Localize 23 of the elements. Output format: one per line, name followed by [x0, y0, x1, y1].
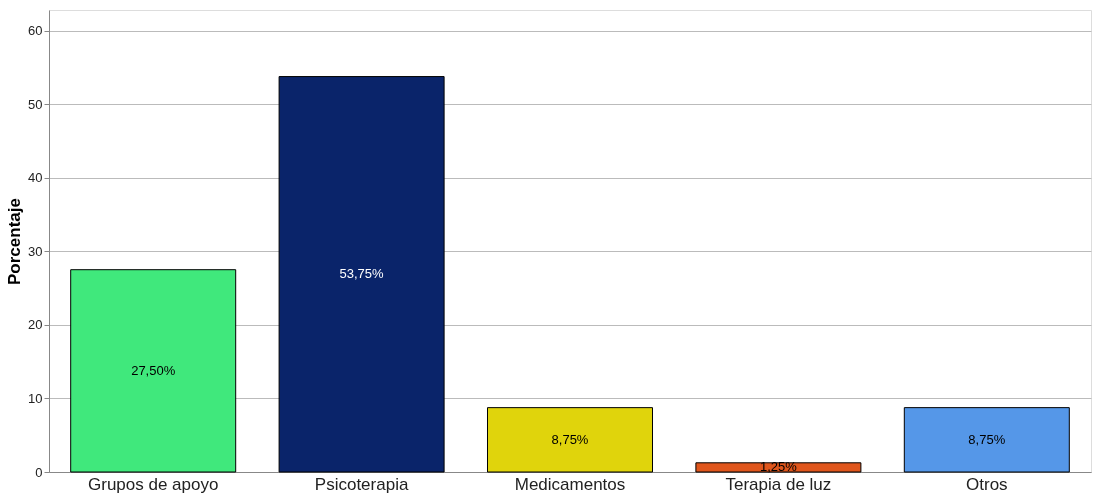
bar: [695, 462, 862, 473]
data-label: 8,75%: [551, 431, 589, 447]
x-tick-label: Otros: [966, 474, 1008, 494]
y-tick-label: 10: [28, 390, 43, 406]
bar: [278, 76, 445, 473]
x-tick-label: Medicamentos: [514, 474, 626, 494]
y-tick-label: 40: [28, 170, 43, 186]
x-tick-label: Psicoterapia: [314, 474, 409, 494]
y-tick-label: 50: [28, 96, 43, 112]
data-label: 53,75%: [339, 266, 385, 282]
bar: [487, 407, 653, 473]
bar: [70, 269, 237, 473]
y-tick-label: 60: [28, 23, 43, 39]
y-tick-label: 30: [28, 243, 43, 259]
data-label: 27,50%: [131, 362, 176, 378]
x-tick-label: Grupos de apoyo: [87, 474, 219, 494]
data-label: 1,25%: [759, 459, 798, 475]
data-label: 8,75%: [968, 431, 1006, 447]
y-tick-label: 20: [28, 317, 43, 333]
y-tick-label: 0: [35, 464, 43, 480]
y-axis-title: Porcentaje: [5, 198, 25, 285]
x-tick-label: Terapia de luz: [725, 474, 832, 494]
bar: [903, 407, 1070, 473]
